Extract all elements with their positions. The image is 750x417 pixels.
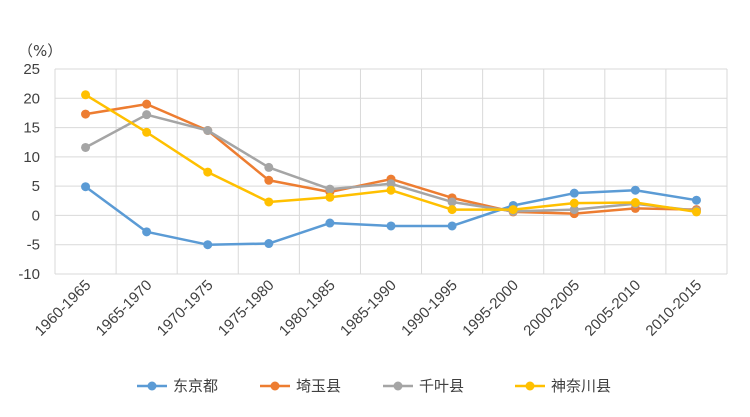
legend-swatch-marker — [393, 381, 403, 391]
y-tick-label: -10 — [18, 266, 40, 283]
x-tick-label: 1975-1980 — [215, 277, 278, 340]
legend-label: 东京都 — [173, 377, 218, 395]
data-point — [264, 175, 274, 185]
y-tick-label: -5 — [27, 237, 40, 254]
data-point — [142, 127, 152, 137]
data-point — [81, 142, 91, 152]
legend-item: 东京都 — [137, 377, 218, 395]
data-point — [691, 195, 701, 205]
series-3 — [81, 110, 701, 216]
data-point — [81, 182, 91, 192]
data-point — [630, 198, 640, 208]
y-unit-label: （%） — [18, 42, 62, 60]
data-point — [203, 126, 213, 135]
x-tick-label: 1990-1995 — [398, 277, 461, 340]
legend-item: 神奈川县 — [515, 377, 611, 395]
data-point — [508, 205, 518, 215]
series-lines — [81, 90, 701, 250]
series-4 — [81, 90, 701, 217]
x-axis-ticks: 1960-19651965-19701970-19751975-19801980… — [32, 277, 706, 340]
data-point — [203, 240, 213, 250]
data-point — [264, 239, 274, 249]
x-tick-label: 1985-1990 — [337, 277, 400, 340]
x-tick-label: 1995-2000 — [459, 277, 522, 340]
data-point — [447, 221, 457, 231]
legend: 东京都 埼玉县 千叶县 神奈川县 — [137, 377, 611, 395]
gridlines — [54, 68, 728, 275]
data-point — [203, 167, 213, 177]
data-point — [569, 188, 579, 198]
data-point — [142, 99, 152, 109]
y-tick-label: 15 — [23, 120, 40, 137]
data-point — [386, 179, 396, 189]
y-tick-label: 10 — [23, 149, 40, 166]
legend-item: 埼玉县 — [260, 377, 341, 395]
data-point — [325, 184, 335, 194]
data-point — [569, 205, 579, 215]
data-point — [142, 227, 152, 237]
y-tick-label: 20 — [23, 90, 40, 107]
legend-swatch-marker — [270, 381, 280, 391]
legend-label: 埼玉县 — [296, 377, 341, 395]
data-point — [81, 90, 91, 100]
data-point — [447, 205, 457, 215]
data-point — [81, 109, 91, 119]
data-point — [447, 197, 457, 207]
data-point — [386, 185, 396, 195]
legend-item: 千叶县 — [383, 377, 464, 395]
series-2 — [81, 99, 701, 219]
x-tick-label: 1960-1965 — [32, 277, 95, 340]
x-tick-label: 2005-2010 — [581, 277, 644, 340]
y-tick-label: 5 — [32, 178, 40, 195]
x-tick-label: 2000-2005 — [520, 277, 583, 340]
x-tick-label: 1980-1985 — [276, 277, 339, 340]
data-point — [325, 218, 335, 228]
data-point — [264, 162, 274, 172]
legend-label: 神奈川县 — [551, 377, 611, 395]
y-tick-label: 0 — [32, 207, 40, 224]
y-tick-label: 25 — [23, 61, 40, 78]
legend-swatch-marker — [147, 381, 157, 391]
legend-swatch-marker — [525, 381, 535, 391]
data-point — [386, 221, 396, 231]
data-point — [325, 192, 335, 202]
data-point — [691, 207, 701, 217]
data-point — [264, 197, 274, 207]
x-tick-label: 1965-1970 — [93, 277, 156, 340]
x-tick-label: 1970-1975 — [154, 277, 217, 340]
data-point — [569, 198, 579, 208]
series-1 — [81, 182, 701, 250]
x-tick-label: 2010-2015 — [643, 277, 706, 340]
data-point — [142, 110, 152, 120]
data-point — [630, 185, 640, 195]
y-axis-ticks: 25 20 15 10 5 0 -5 -10 — [18, 61, 40, 283]
legend-label: 千叶县 — [419, 377, 464, 395]
